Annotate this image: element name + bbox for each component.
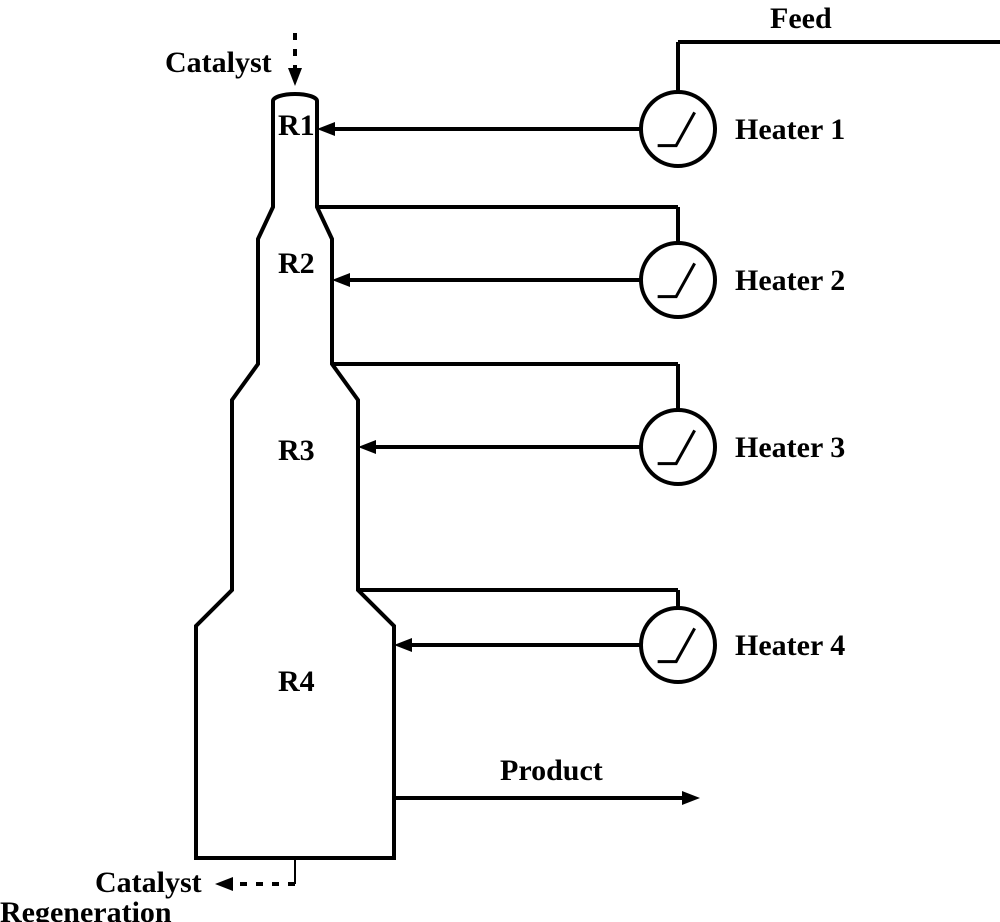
feed-label: Feed <box>770 2 832 35</box>
reactor-label-R3: R3 <box>278 434 315 467</box>
arrow-head <box>394 638 412 652</box>
reactor-label-R1: R1 <box>278 109 315 142</box>
heater-1-label: Heater 1 <box>735 113 845 146</box>
heater-4-icon <box>641 608 715 682</box>
reactor-label-R2: R2 <box>278 247 315 280</box>
heater-3-icon <box>641 410 715 484</box>
arrow-head <box>682 791 700 805</box>
heater-3-label: Heater 3 <box>735 431 845 464</box>
reactor-body <box>196 101 394 858</box>
heater-1-icon <box>641 92 715 166</box>
heater-2-icon <box>641 243 715 317</box>
arrow-head <box>215 877 233 891</box>
arrow-head <box>288 68 302 86</box>
heater-4-label: Heater 4 <box>735 629 845 662</box>
product-label: Product <box>500 754 603 787</box>
reactor-cap <box>273 94 317 101</box>
cat-regen-label-2: Regeneration <box>0 896 172 922</box>
catalyst-label: Catalyst <box>165 46 272 79</box>
arrow-head <box>358 440 376 454</box>
arrow-head <box>317 122 335 136</box>
cat-regen-label-1: Catalyst <box>95 866 202 899</box>
heater-2-label: Heater 2 <box>735 264 845 297</box>
reactor-label-R4: R4 <box>278 665 315 698</box>
arrow-head <box>332 273 350 287</box>
